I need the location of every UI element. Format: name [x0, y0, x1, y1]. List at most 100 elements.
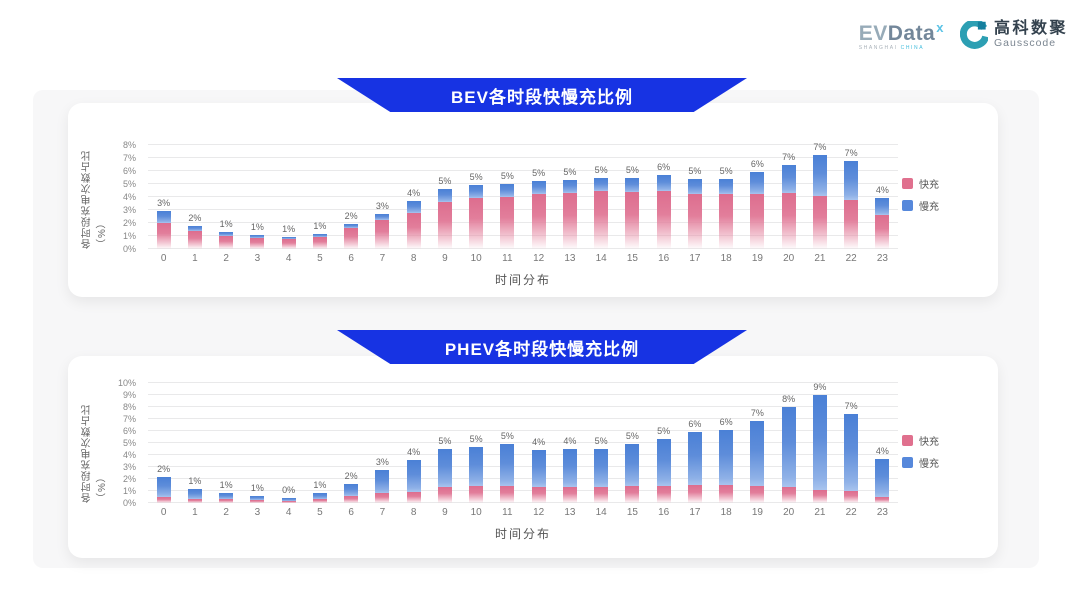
stacked-bar	[219, 493, 234, 503]
slow-charge-segment	[250, 495, 265, 500]
bar-slot: 6%	[648, 145, 679, 249]
stacked-bar	[375, 470, 390, 503]
bar-total-label: 7%	[782, 151, 796, 162]
x-tick-label: 19	[751, 507, 763, 518]
bar-slot: 5%	[586, 383, 617, 503]
bar-total-label: 4%	[875, 185, 889, 196]
bar-total-label: 5%	[625, 431, 639, 442]
slow-charge-segment	[469, 185, 484, 199]
slow-charge-segment	[437, 189, 452, 203]
bar-slot: 4%	[554, 383, 585, 503]
fast-charge-segment	[406, 212, 421, 249]
bar-slot: 1%	[273, 145, 304, 249]
slow-charge-segment	[312, 234, 327, 238]
x-tick-label: 6	[348, 253, 354, 264]
fast-charge-segment	[781, 193, 796, 249]
x-tick-label: 15	[626, 507, 638, 518]
x-tick-label: 13	[564, 507, 576, 518]
x-tick-label: 9	[442, 253, 448, 264]
charts-backdrop: BEV各时段快慢充比例 各时段充电次数占比（%） 0% 1% 2% 3% 4% 5% 6% 7…	[33, 78, 1039, 568]
y-tick-label: 0%	[122, 244, 136, 254]
slow-charge-segment	[594, 449, 609, 487]
bev-chart-title: BEV各时段快慢充比例	[451, 87, 633, 107]
slow-charge-segment	[219, 232, 234, 236]
slow-charge-segment	[531, 450, 546, 487]
y-tick-label: 2%	[122, 474, 136, 484]
phev-plot-area: 2% 1% 1% 1% 0% 1% 2% 3% 4% 5% 5% 5% 4% 4% 5% 5% 5% 6% 6% 7%…	[148, 382, 898, 503]
bar-total-label: 6%	[688, 419, 702, 430]
bar-total-label: 9%	[813, 382, 827, 392]
gridline	[148, 222, 898, 223]
x-tick-label: 7	[379, 507, 386, 518]
gridline	[148, 430, 898, 431]
fast-charge-segment	[594, 486, 609, 503]
evdata-wordmark: EVDatax	[859, 18, 944, 44]
y-tick-label: 2%	[122, 218, 136, 228]
bar-slot: 5%	[711, 145, 742, 249]
slow-charge-segment	[344, 484, 359, 496]
bar-total-label: 5%	[625, 164, 639, 175]
bar-total-label: 3%	[375, 457, 389, 467]
gridline	[148, 209, 898, 210]
legend-swatch	[902, 178, 913, 189]
x-tick-label: 13	[564, 253, 576, 264]
fast-charge-segment	[344, 228, 359, 249]
gridline	[148, 183, 898, 184]
bar-total-label: 1%	[219, 480, 233, 491]
bar-total-label: 4%	[407, 446, 421, 457]
legend-swatch	[902, 457, 913, 468]
fast-charge-segment	[500, 197, 515, 249]
bar-slot: 2%	[336, 383, 367, 503]
fast-charge-segment	[594, 190, 609, 249]
bar-total-label: 6%	[719, 416, 733, 427]
bar-total-label: 1%	[250, 482, 264, 493]
fast-charge-segment	[187, 498, 202, 503]
bar-total-label: 2%	[157, 463, 171, 474]
bar-slot: 1%	[179, 383, 210, 503]
bar-slot: 5%	[429, 383, 460, 503]
stacked-bar	[500, 444, 515, 503]
legend-item: 慢充	[902, 198, 994, 213]
fast-charge-segment	[719, 485, 734, 503]
bev-chart-card: 各时段充电次数占比（%） 0% 1% 2% 3% 4% 5% 6% 7% 8% 3% 2% 1% 1%…	[68, 103, 998, 297]
stacked-bar	[375, 213, 390, 249]
evdata-subtext: SHANGHAI CHINA	[858, 45, 925, 51]
y-tick-label: 1%	[122, 231, 136, 241]
stacked-bar	[344, 484, 359, 503]
y-tick-label: 5%	[122, 438, 136, 448]
slow-charge-segment	[750, 421, 765, 487]
slow-charge-segment	[281, 236, 296, 239]
bev-x-ticks: 0 1 2 3 4 5 6 7 8 9 10 11 12 13 14 15 16 17 18 19 20 21 22 23	[148, 253, 898, 264]
bar-total-label: 6%	[750, 159, 764, 170]
gridline	[148, 196, 898, 197]
x-tick-label: 23	[876, 253, 888, 264]
gridline	[148, 248, 898, 249]
slow-charge-segment	[812, 395, 827, 490]
gridline	[148, 382, 898, 383]
y-tick-label: 3%	[122, 205, 136, 215]
x-tick-label: 22	[845, 507, 857, 518]
bar-total-label: 7%	[844, 401, 858, 412]
y-tick-label: 5%	[122, 179, 136, 189]
stacked-bar	[219, 232, 234, 249]
slow-charge-segment	[156, 476, 171, 497]
x-tick-label: 14	[595, 507, 607, 518]
stacked-bar	[406, 459, 421, 503]
y-tick-label: 6%	[122, 166, 136, 176]
fast-charge-segment	[750, 486, 765, 503]
x-tick-label: 14	[595, 253, 607, 264]
bar-total-label: 1%	[282, 223, 296, 234]
bar-total-label: 1%	[188, 475, 202, 486]
stacked-bar	[531, 181, 546, 249]
bar-total-label: 2%	[344, 211, 358, 222]
bar-slot: 4%	[523, 383, 554, 503]
bar-slot: 5%	[586, 145, 617, 249]
stacked-bar	[281, 236, 296, 249]
slow-charge-segment	[625, 444, 640, 486]
x-tick-label: 18	[720, 507, 732, 518]
fast-charge-segment	[750, 194, 765, 249]
gridline	[148, 235, 898, 236]
slow-charge-segment	[562, 180, 577, 194]
gridline	[148, 466, 898, 467]
stacked-bar	[719, 178, 734, 249]
